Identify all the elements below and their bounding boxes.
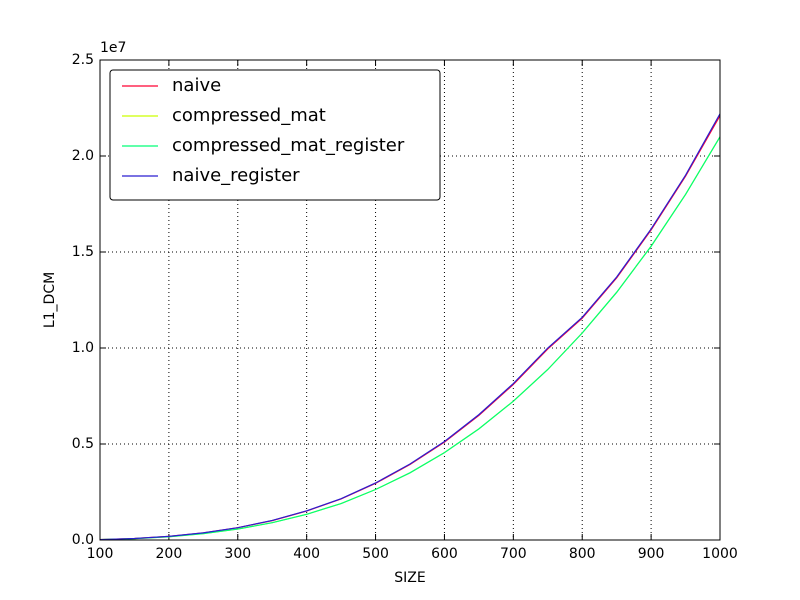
y-tick-label: 2.5 (72, 52, 94, 68)
y-axis-label: L1_DCM (42, 272, 58, 328)
x-tick-label: 1000 (702, 546, 738, 562)
x-tick-label: 300 (224, 546, 251, 562)
x-axis-label: SIZE (394, 570, 425, 586)
x-tick-label: 600 (431, 546, 458, 562)
y-tick-label: 0.0 (72, 532, 94, 548)
x-tick-label: 500 (362, 546, 389, 562)
x-tick-label: 100 (87, 546, 114, 562)
legend-label: naive (172, 75, 221, 96)
y-tick-label: 2.0 (72, 148, 94, 164)
line-series (99, 136, 721, 541)
x-tick-label: 900 (638, 546, 665, 562)
x-tick-label: 400 (293, 546, 320, 562)
y-tick-label: 0.5 (72, 436, 94, 452)
y-tick-label: 1.0 (72, 340, 94, 356)
y-tick-label: 1.5 (72, 244, 94, 260)
plot-frame (99, 59, 721, 541)
line-series (99, 113, 721, 541)
x-tick-label: 700 (500, 546, 527, 562)
x-tick-label: 200 (156, 546, 183, 562)
legend-label: compressed_mat_register (172, 135, 405, 156)
legend-box (109, 69, 441, 201)
y-offset-label: 1e7 (100, 40, 126, 56)
legend-label: naive_register (172, 165, 300, 186)
legend-label: compressed_mat (172, 105, 326, 126)
x-tick-label: 800 (569, 546, 596, 562)
